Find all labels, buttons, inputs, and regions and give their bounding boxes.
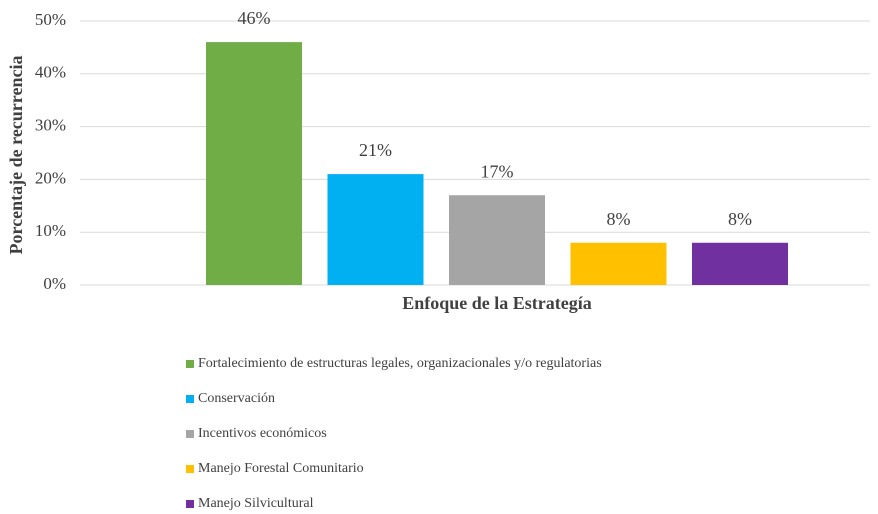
- y-axis-title: Porcentaje de recurrencia: [6, 56, 26, 255]
- value-label: 8%: [607, 209, 631, 229]
- y-tick-label: 0%: [43, 274, 66, 293]
- legend-swatch: [186, 500, 194, 508]
- bar: [449, 195, 545, 285]
- legend-swatch: [186, 395, 194, 403]
- x-axis-title: Enfoque de la Estrategía: [402, 293, 592, 313]
- legend-swatch: [186, 360, 194, 368]
- value-label: 8%: [728, 209, 752, 229]
- legend-text: Incentivos económicos: [198, 426, 327, 441]
- legend-text: Fortalecimiento de estructuras legales, …: [198, 356, 602, 371]
- y-tick-label: 50%: [35, 10, 66, 29]
- y-tick-label: 30%: [35, 116, 66, 135]
- legend-text: Manejo Forestal Comunitario: [198, 461, 364, 476]
- value-label: 17%: [481, 161, 514, 181]
- legend-swatch: [186, 465, 194, 473]
- bar: [327, 174, 424, 285]
- legend-text: Conservación: [198, 391, 275, 406]
- y-tick-label: 20%: [35, 168, 66, 187]
- value-label: 21%: [359, 140, 392, 160]
- y-tick-label: 40%: [35, 63, 66, 82]
- bar: [570, 242, 667, 285]
- legend-text: Manejo Silvicultural: [198, 496, 314, 511]
- y-tick-label: 10%: [35, 221, 66, 240]
- bar: [206, 42, 302, 286]
- bar: [692, 242, 788, 285]
- value-label: 46%: [238, 8, 271, 28]
- legend-swatch: [186, 430, 194, 438]
